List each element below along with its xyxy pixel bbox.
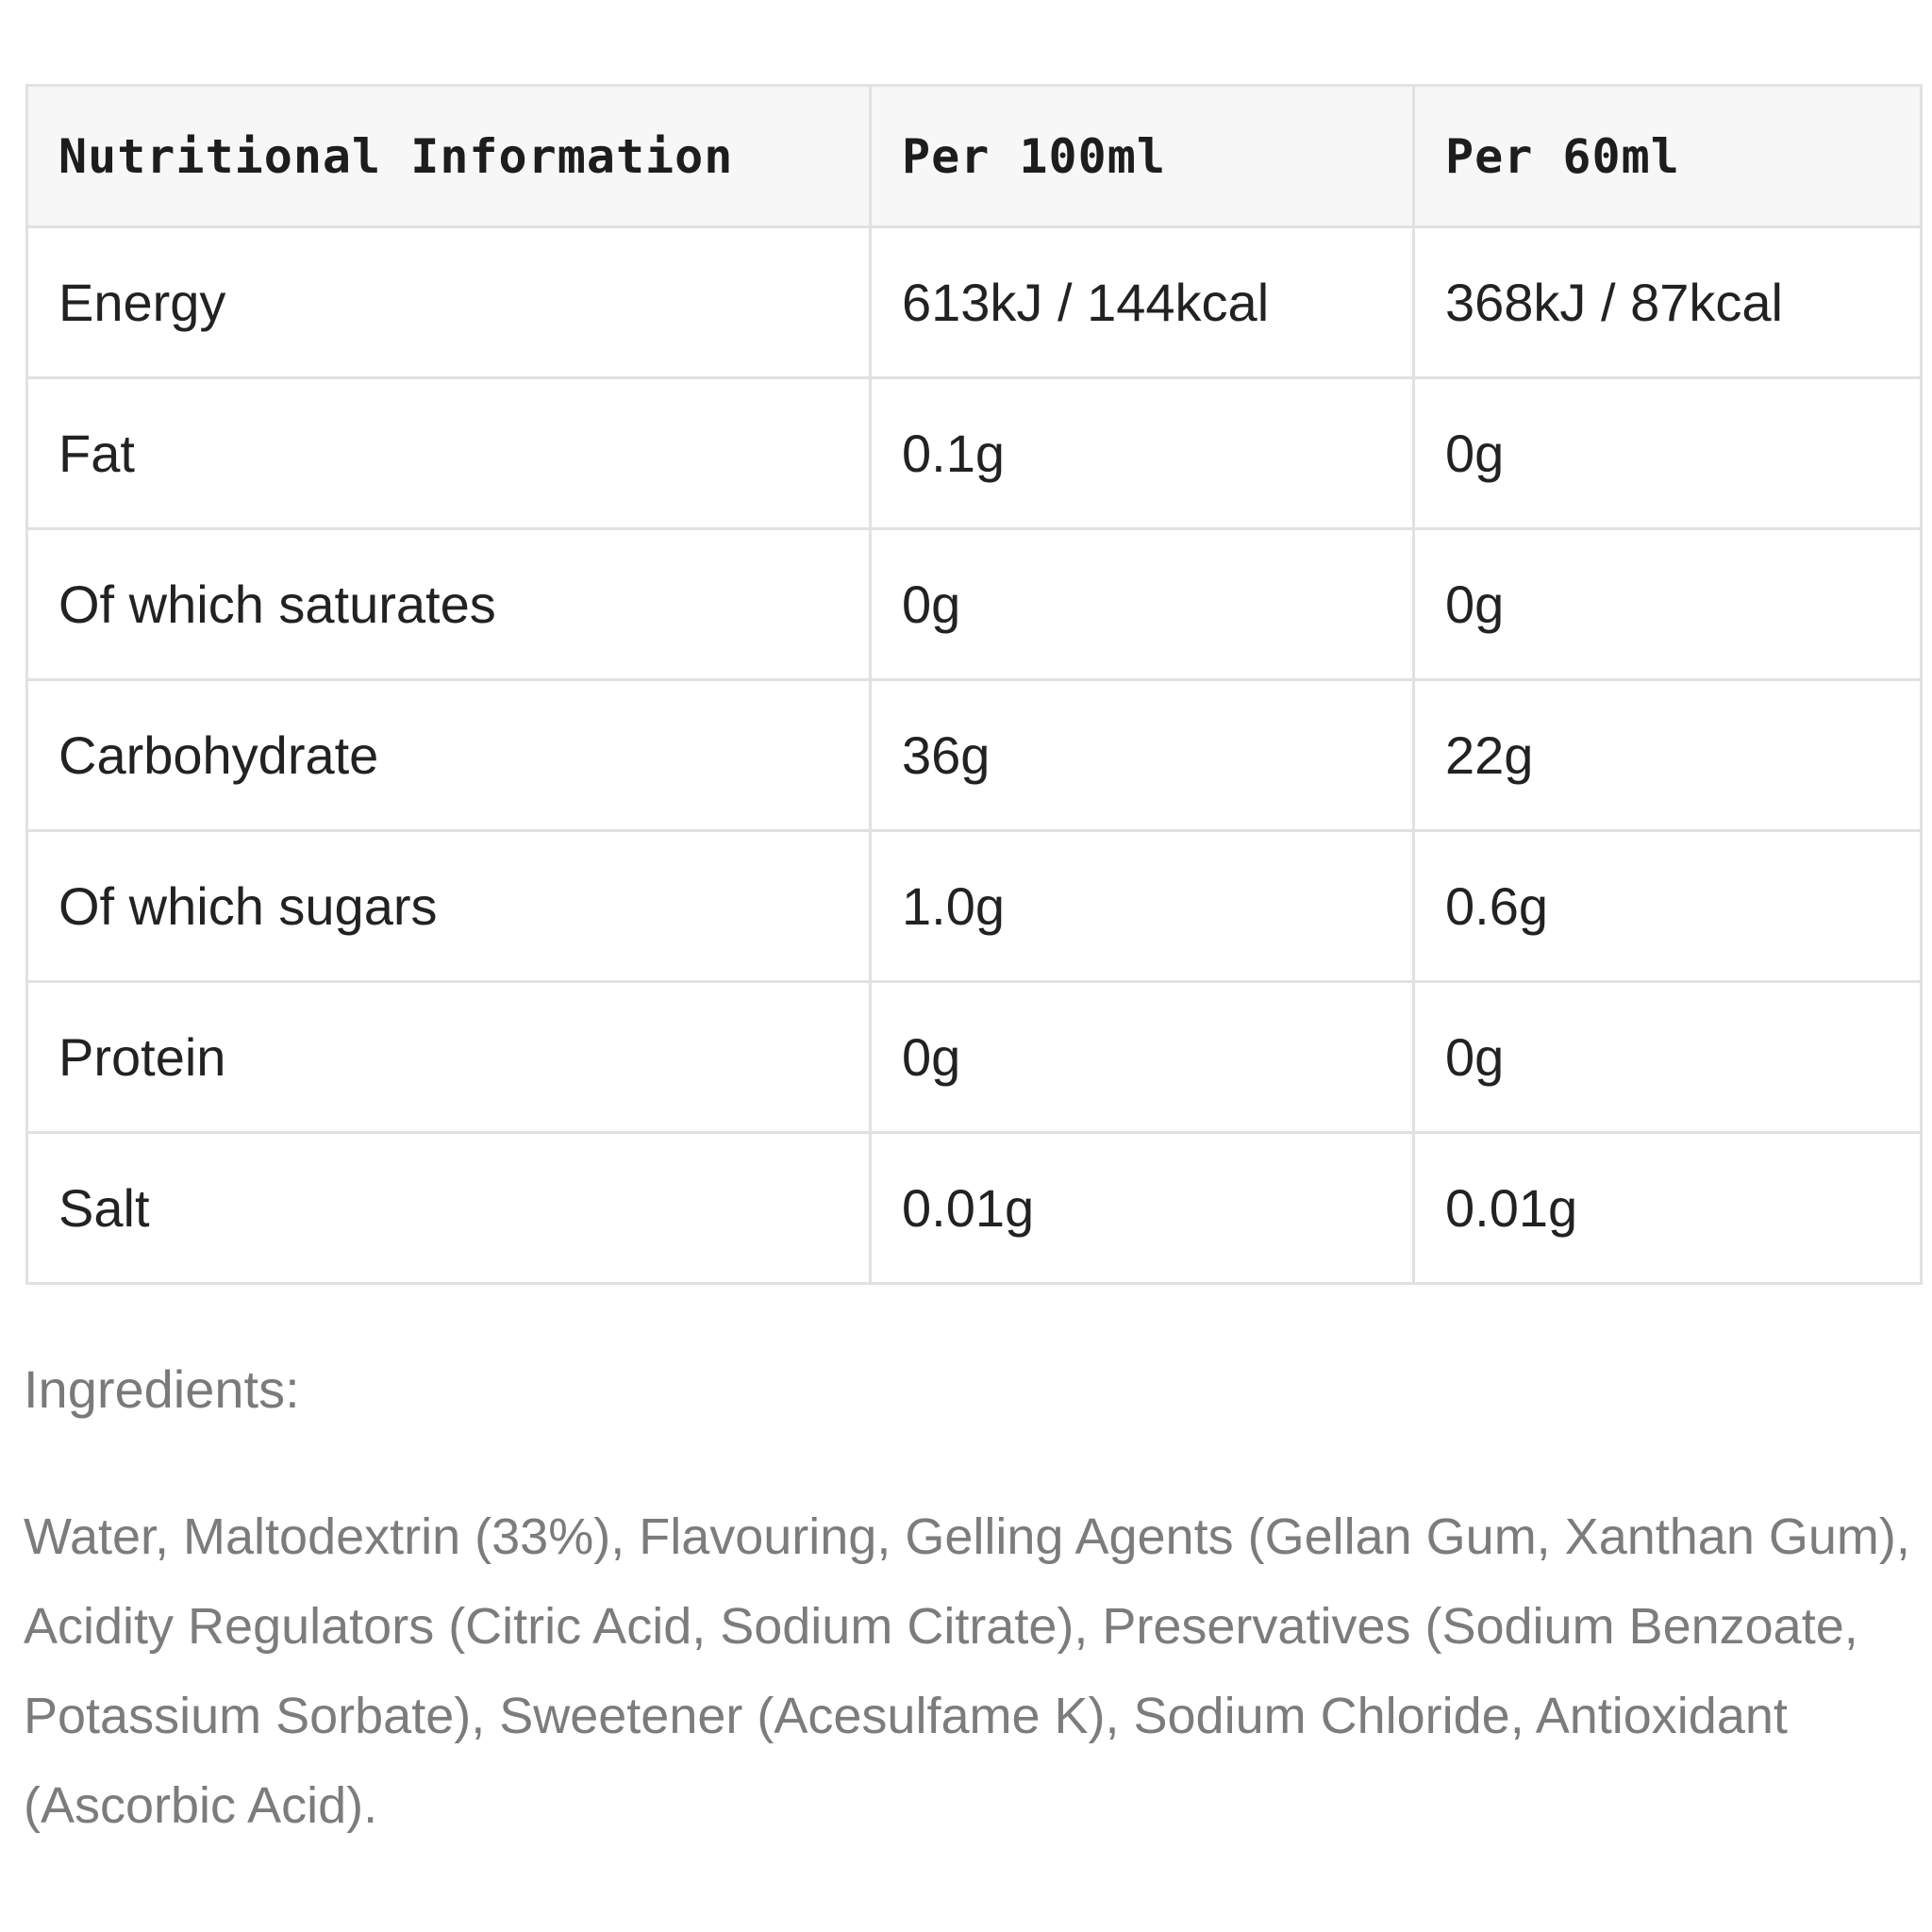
ingredients-text: Water, Maltodextrin (33%), Flavouring, G… <box>24 1508 1910 1834</box>
nutrient-name: Fat <box>25 376 872 530</box>
table-row: Of which sugars 1.0g 0.6g <box>25 829 1923 983</box>
table-row: Of which saturates 0g 0g <box>25 527 1923 681</box>
ingredients-heading: Ingredients: <box>24 1359 300 1419</box>
nutrient-name: Of which saturates <box>25 527 872 681</box>
nutrient-name: Salt <box>25 1131 872 1285</box>
value-per-60ml: 22g <box>1412 678 1923 832</box>
value-per-100ml: 0g <box>869 980 1415 1134</box>
nutrient-name: Carbohydrate <box>25 678 872 832</box>
value-per-100ml: 613kJ / 144kcal <box>869 225 1415 379</box>
value-per-100ml: 0.1g <box>869 376 1415 530</box>
table-row: Carbohydrate 36g 22g <box>25 678 1923 832</box>
value-per-60ml: 0.6g <box>1412 829 1923 983</box>
nutrition-table: Nutritional Information Per 100ml Per 60… <box>25 84 1923 1285</box>
table-row: Salt 0.01g 0.01g <box>25 1131 1923 1285</box>
table-header-row: Nutritional Information Per 100ml Per 60… <box>25 84 1923 228</box>
table-row: Fat 0.1g 0g <box>25 376 1923 530</box>
column-header-nutrient: Nutritional Information <box>25 84 872 228</box>
value-per-100ml: 1.0g <box>869 829 1415 983</box>
value-per-60ml: 0g <box>1412 376 1923 530</box>
column-header-per-60ml: Per 60ml <box>1412 84 1923 228</box>
value-per-100ml: 0.01g <box>869 1131 1415 1285</box>
table-row: Protein 0g 0g <box>25 980 1923 1134</box>
value-per-60ml: 368kJ / 87kcal <box>1412 225 1923 379</box>
nutrient-name: Of which sugars <box>25 829 872 983</box>
value-per-60ml: 0.01g <box>1412 1131 1923 1285</box>
nutrient-name: Protein <box>25 980 872 1134</box>
table-row: Energy 613kJ / 144kcal 368kJ / 87kcal <box>25 225 1923 379</box>
value-per-100ml: 36g <box>869 678 1415 832</box>
value-per-100ml: 0g <box>869 527 1415 681</box>
value-per-60ml: 0g <box>1412 527 1923 681</box>
column-header-per-100ml: Per 100ml <box>869 84 1415 228</box>
nutrient-name: Energy <box>25 225 872 379</box>
value-per-60ml: 0g <box>1412 980 1923 1134</box>
